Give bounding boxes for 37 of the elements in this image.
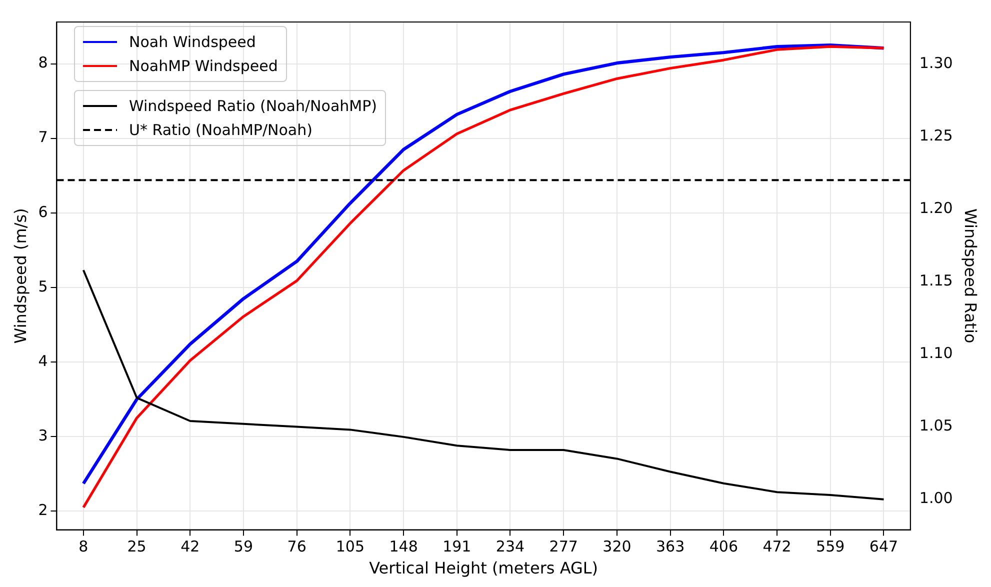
x-tick-label: 406 xyxy=(709,538,738,556)
x-tick-label: 647 xyxy=(869,538,898,556)
legend-label: NoahMP Windspeed xyxy=(129,57,278,75)
x-tick-label: 59 xyxy=(234,538,254,556)
x-tick-label: 234 xyxy=(496,538,525,556)
legend-label: Windspeed Ratio (Noah/NoahMP) xyxy=(129,97,377,115)
y-tick-label: 5 xyxy=(38,277,48,296)
x-tick-label: 472 xyxy=(762,538,792,556)
x-tick-label: 320 xyxy=(602,538,632,556)
y2-tick-label: 1.15 xyxy=(919,272,953,290)
y-axis-title: Windspeed (m/s) xyxy=(10,208,30,344)
y-tick-label: 4 xyxy=(38,352,48,370)
y-tick-label: 3 xyxy=(38,426,48,444)
x-tick-label: 148 xyxy=(389,538,418,556)
y2-tick-label: 1.30 xyxy=(919,54,953,72)
x-tick-label: 277 xyxy=(549,538,578,556)
legend-label: Noah Windspeed xyxy=(129,33,256,51)
x-tick-label: 363 xyxy=(656,538,685,556)
x-tick-label: 25 xyxy=(127,538,146,556)
x-tick-label: 76 xyxy=(287,538,306,556)
x-tick-label: 105 xyxy=(336,538,365,556)
y2-axis-title: Windspeed Ratio xyxy=(961,208,980,344)
y2-tick-label: 1.20 xyxy=(919,199,953,218)
y-tick-label: 7 xyxy=(38,128,48,146)
y2-tick-label: 1.00 xyxy=(919,489,953,508)
y2-tick-label: 1.25 xyxy=(919,126,953,145)
y2-tick-label: 1.10 xyxy=(919,344,953,362)
x-tick-label: 8 xyxy=(78,538,88,556)
y-tick-label: 6 xyxy=(38,202,48,221)
y-tick-label: 8 xyxy=(38,54,48,72)
x-tick-label: 191 xyxy=(442,538,472,556)
x-axis-title: Vertical Height (meters AGL) xyxy=(369,558,598,578)
x-tick-label: 42 xyxy=(180,538,200,556)
y-tick-label: 2 xyxy=(38,501,48,520)
y2-tick-label: 1.05 xyxy=(919,416,953,435)
x-tick-label: 559 xyxy=(816,538,845,556)
legend-label: U* Ratio (NoahMP/Noah) xyxy=(129,121,312,139)
